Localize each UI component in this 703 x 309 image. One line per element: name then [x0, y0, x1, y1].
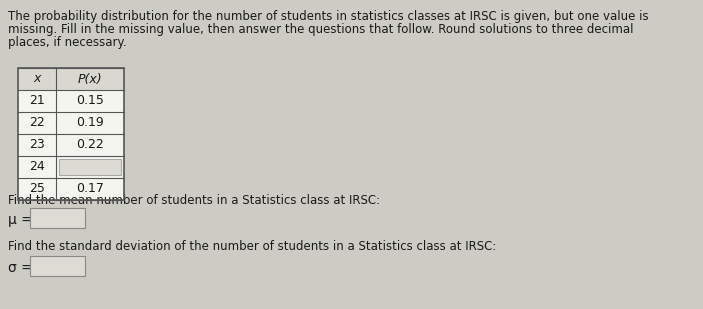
Text: 0.17: 0.17: [76, 183, 104, 196]
Bar: [59, 159, 121, 175]
Text: 0.19: 0.19: [76, 116, 104, 129]
Text: 0.22: 0.22: [76, 138, 104, 151]
Bar: [18, 68, 124, 200]
Text: 25: 25: [29, 183, 45, 196]
Text: 0.15: 0.15: [76, 95, 104, 108]
Bar: [30, 256, 85, 276]
Text: μ =: μ =: [8, 213, 33, 227]
Bar: [30, 208, 85, 228]
Text: Find the mean number of students in a Statistics class at IRSC:: Find the mean number of students in a St…: [8, 194, 380, 207]
Text: missing. Fill in the missing value, then answer the questions that follow. Round: missing. Fill in the missing value, then…: [8, 23, 633, 36]
Text: places, if necessary.: places, if necessary.: [8, 36, 127, 49]
Text: 24: 24: [29, 160, 45, 173]
Text: Find the standard deviation of the number of students in a Statistics class at I: Find the standard deviation of the numbe…: [8, 240, 496, 253]
Text: 22: 22: [29, 116, 45, 129]
Text: 21: 21: [29, 95, 45, 108]
Bar: [18, 68, 124, 90]
Bar: [18, 68, 124, 200]
Text: The probability distribution for the number of students in statistics classes at: The probability distribution for the num…: [8, 10, 649, 23]
Text: σ =: σ =: [8, 261, 33, 275]
Text: x: x: [33, 73, 41, 86]
Text: P(x): P(x): [78, 73, 103, 86]
Text: 23: 23: [29, 138, 45, 151]
